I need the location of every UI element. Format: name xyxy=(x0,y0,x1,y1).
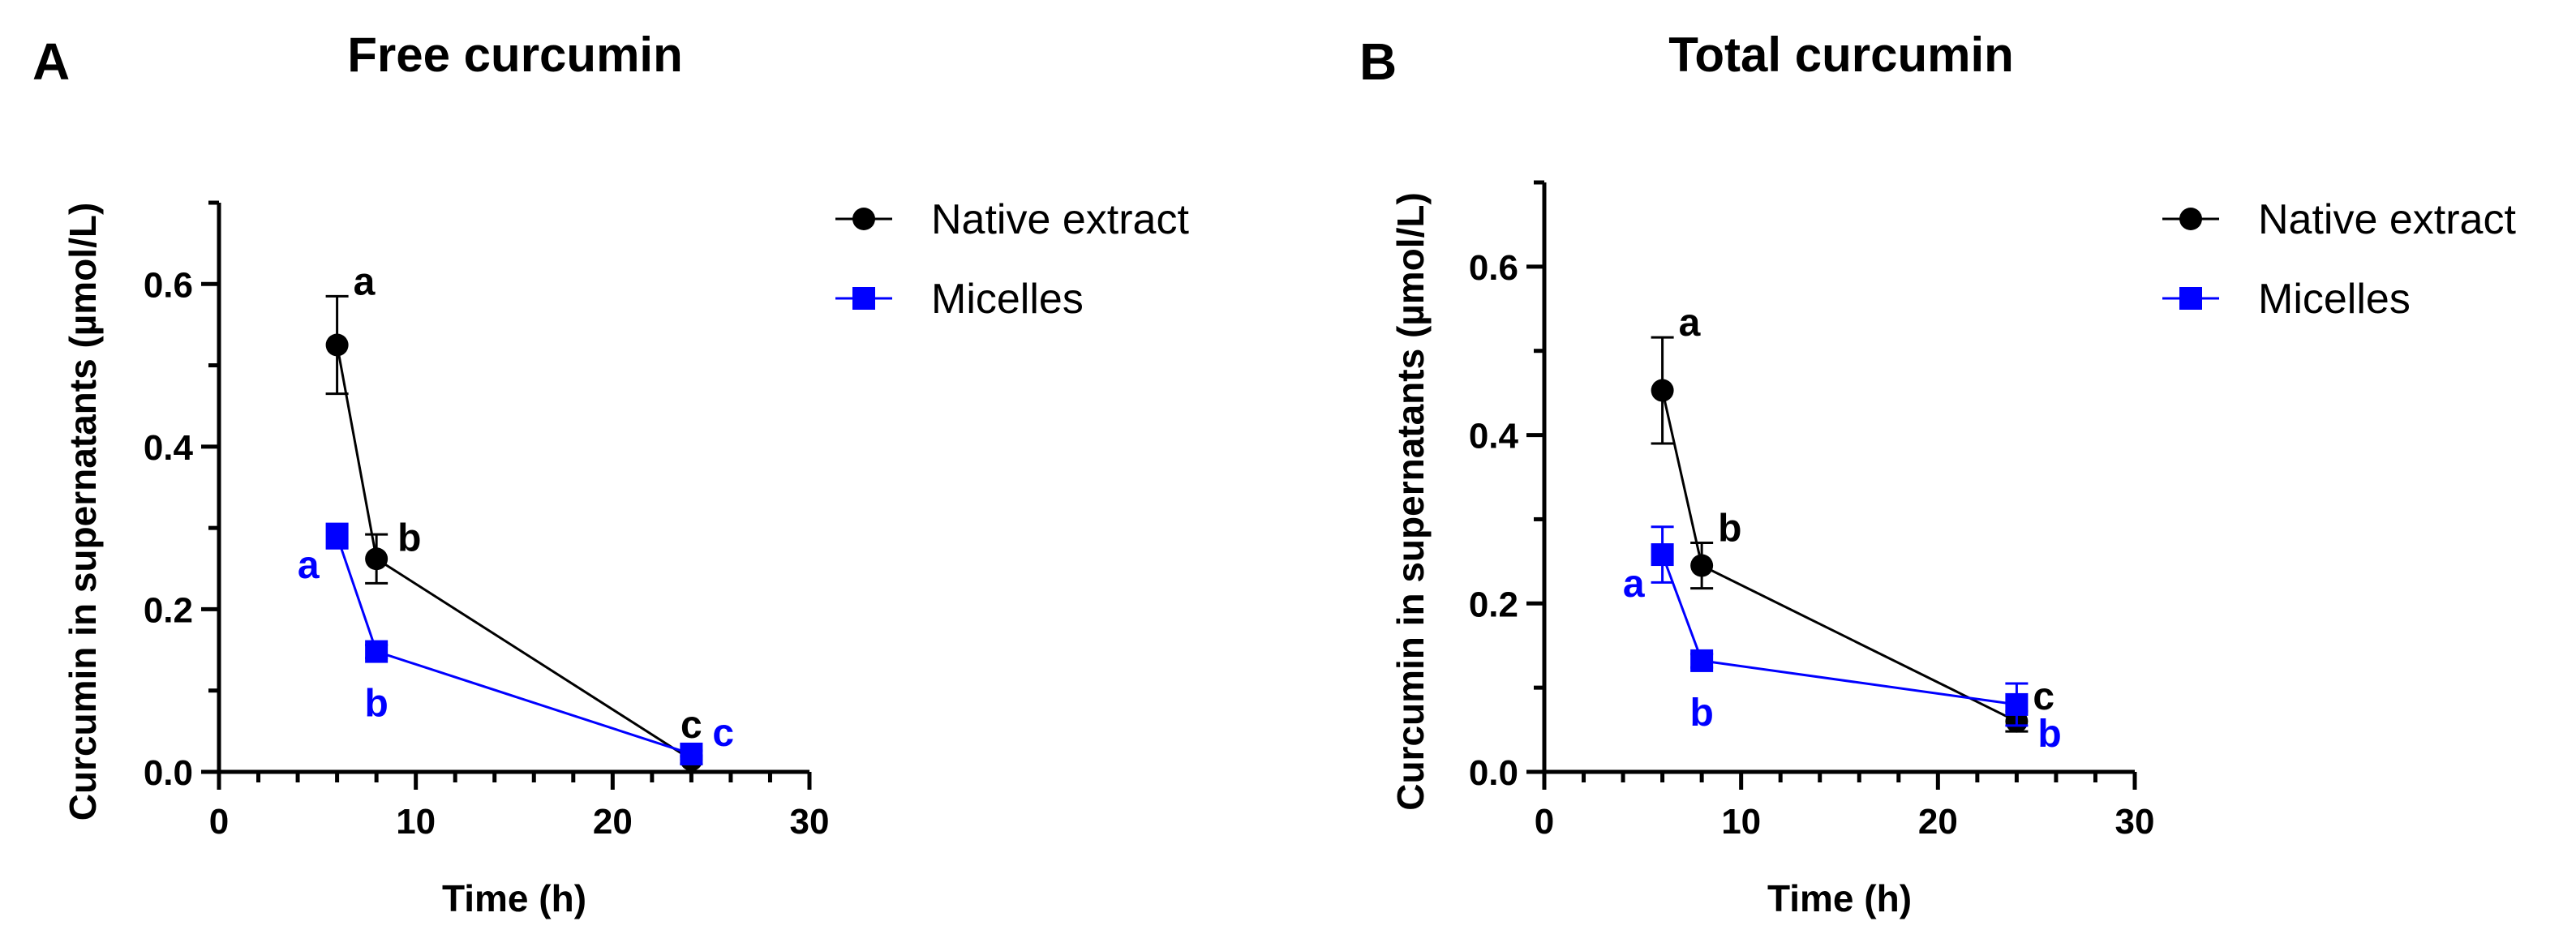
data-point xyxy=(1651,543,1674,567)
data-point xyxy=(365,547,389,571)
panel-a: A Free curcumin 0 10 20 30 0.0 0.2 0.4 0.6 Time (h… xyxy=(32,28,1189,919)
series-micelles: a b c xyxy=(298,522,734,765)
y-tick-label: 0.6 xyxy=(144,265,193,305)
legend-label: Native extract xyxy=(2258,196,2516,243)
significance-letter: b xyxy=(1718,508,1741,551)
x-tick-label: 30 xyxy=(2115,802,2155,842)
legend-label: Native extract xyxy=(931,196,1189,243)
legend-label: Micelles xyxy=(2258,276,2411,323)
x-tick-label: 20 xyxy=(593,802,633,842)
x-tick-label: 0 xyxy=(1535,802,1554,842)
significance-letter: a xyxy=(1623,563,1645,606)
y-tick-label: 0.6 xyxy=(1469,248,1518,288)
y-tick-label: 0.4 xyxy=(144,428,194,468)
x-tick-label: 0 xyxy=(209,802,229,842)
y-axis-title: Curcumin in supernatants (µmol/L) xyxy=(1389,192,1432,811)
legend-entry: Micelles xyxy=(835,276,1084,323)
panel-b: B Total curcumin 0 10 20 30 0.0 0.2 0.4 0.6 Time (… xyxy=(1359,28,2516,919)
y-tick-label: 0.2 xyxy=(144,590,193,630)
data-point xyxy=(1690,554,1714,577)
significance-letter: c xyxy=(680,704,702,747)
series-micelles: a b b xyxy=(1623,525,2062,756)
x-tick-label: 10 xyxy=(396,802,436,842)
legend-marker xyxy=(2179,208,2202,230)
y-tick-label: 0.2 xyxy=(1469,585,1518,624)
legend-marker xyxy=(852,287,875,310)
x-axis-title: Time (h) xyxy=(1767,877,1912,919)
data-point xyxy=(365,640,389,663)
significance-letter: b xyxy=(2037,713,2061,756)
data-point xyxy=(1690,649,1714,672)
data-point xyxy=(325,525,349,548)
legend-marker xyxy=(2179,287,2202,310)
x-tick-label: 30 xyxy=(790,802,830,842)
x-tick-label: 10 xyxy=(1721,802,1761,842)
significance-letter: a xyxy=(1679,302,1701,345)
series-line xyxy=(1661,390,2018,723)
significance-letter: c xyxy=(2033,675,2054,718)
significance-letter: b xyxy=(364,683,388,726)
significance-letter: a xyxy=(354,260,376,303)
data-point xyxy=(1651,379,1674,402)
significance-letter: b xyxy=(397,516,421,559)
x-axis-title: Time (h) xyxy=(442,877,586,919)
chart-title: Free curcumin xyxy=(347,28,682,82)
y-tick-label: 0.0 xyxy=(144,753,193,793)
y-tick-label: 0.4 xyxy=(1469,417,1519,456)
y-axis-title: Curcumin in supernatants (µmol/L) xyxy=(62,203,104,821)
legend-entry: Native extract xyxy=(835,196,1189,243)
significance-letter: b xyxy=(1689,692,1713,735)
legend-marker xyxy=(852,208,875,230)
series-native-extract: a b c xyxy=(325,260,703,771)
data-point xyxy=(680,742,703,765)
y-tick-label: 0.0 xyxy=(1469,753,1518,793)
legend-entry: Native extract xyxy=(2162,196,2516,243)
panel-letter: B xyxy=(1359,32,1397,91)
significance-letter: a xyxy=(298,544,320,587)
data-point xyxy=(2005,692,2029,716)
panel-letter: A xyxy=(32,32,70,91)
legend-entry: Micelles xyxy=(2162,276,2411,323)
data-point xyxy=(325,333,349,357)
significance-letter: c xyxy=(712,712,734,755)
series-native-extract: a b c xyxy=(1651,302,2054,733)
x-tick-label: 20 xyxy=(1918,802,1958,842)
series-line xyxy=(1661,554,2017,706)
legend-label: Micelles xyxy=(931,276,1084,323)
chart-title: Total curcumin xyxy=(1668,28,2014,82)
